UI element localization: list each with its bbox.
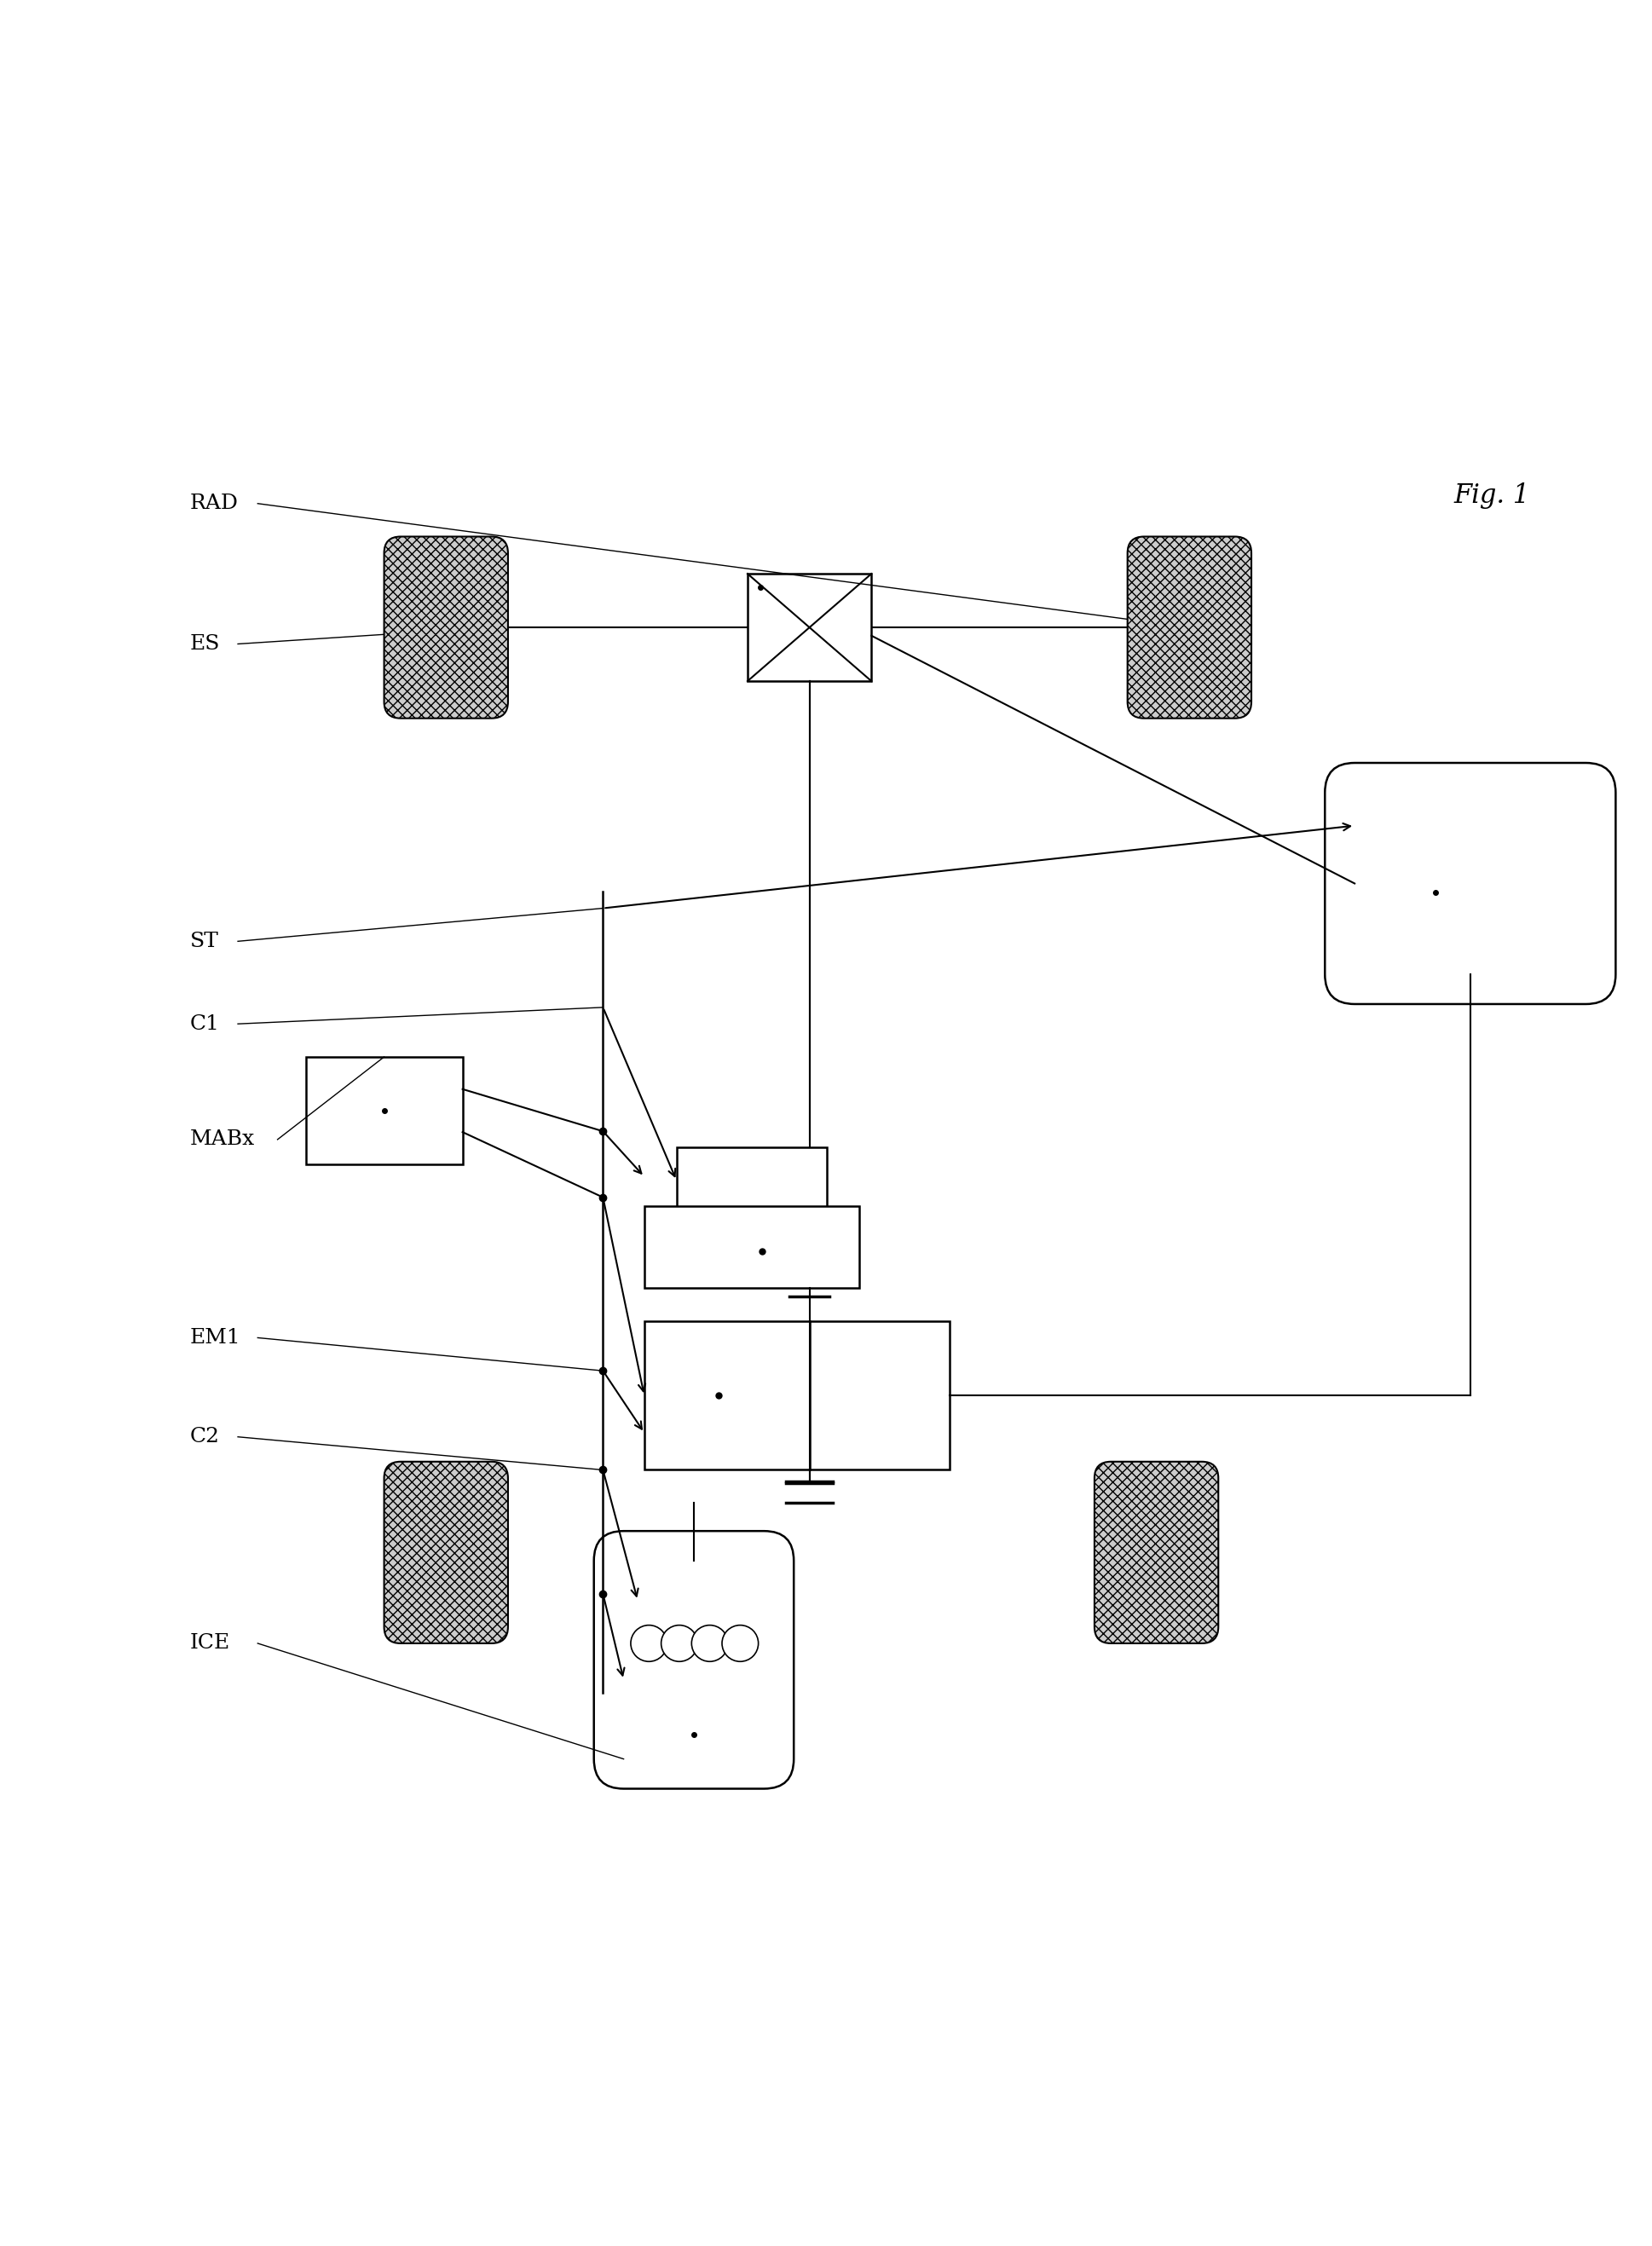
Bar: [677, 1148, 828, 1213]
FancyBboxPatch shape: [1325, 764, 1616, 1004]
FancyBboxPatch shape: [383, 537, 507, 719]
FancyBboxPatch shape: [595, 1532, 793, 1788]
Bar: [644, 1321, 809, 1469]
Circle shape: [631, 1626, 667, 1662]
FancyBboxPatch shape: [1127, 537, 1251, 719]
Text: C1: C1: [190, 1015, 220, 1033]
FancyBboxPatch shape: [383, 1462, 507, 1644]
Circle shape: [722, 1626, 758, 1662]
Text: RAD: RAD: [190, 494, 238, 514]
Text: C2: C2: [190, 1426, 220, 1446]
Bar: [306, 1058, 463, 1163]
Text: EM1: EM1: [190, 1327, 241, 1348]
Text: Fig. 1: Fig. 1: [1454, 483, 1530, 508]
Text: ICE: ICE: [190, 1633, 230, 1653]
Circle shape: [661, 1626, 697, 1662]
FancyBboxPatch shape: [1094, 1462, 1218, 1644]
Bar: [747, 573, 872, 681]
Text: MABx: MABx: [190, 1130, 254, 1150]
Text: ES: ES: [190, 633, 220, 654]
Text: ST: ST: [190, 932, 218, 950]
Bar: [644, 1206, 859, 1289]
Bar: [809, 1321, 950, 1469]
Circle shape: [692, 1626, 729, 1662]
